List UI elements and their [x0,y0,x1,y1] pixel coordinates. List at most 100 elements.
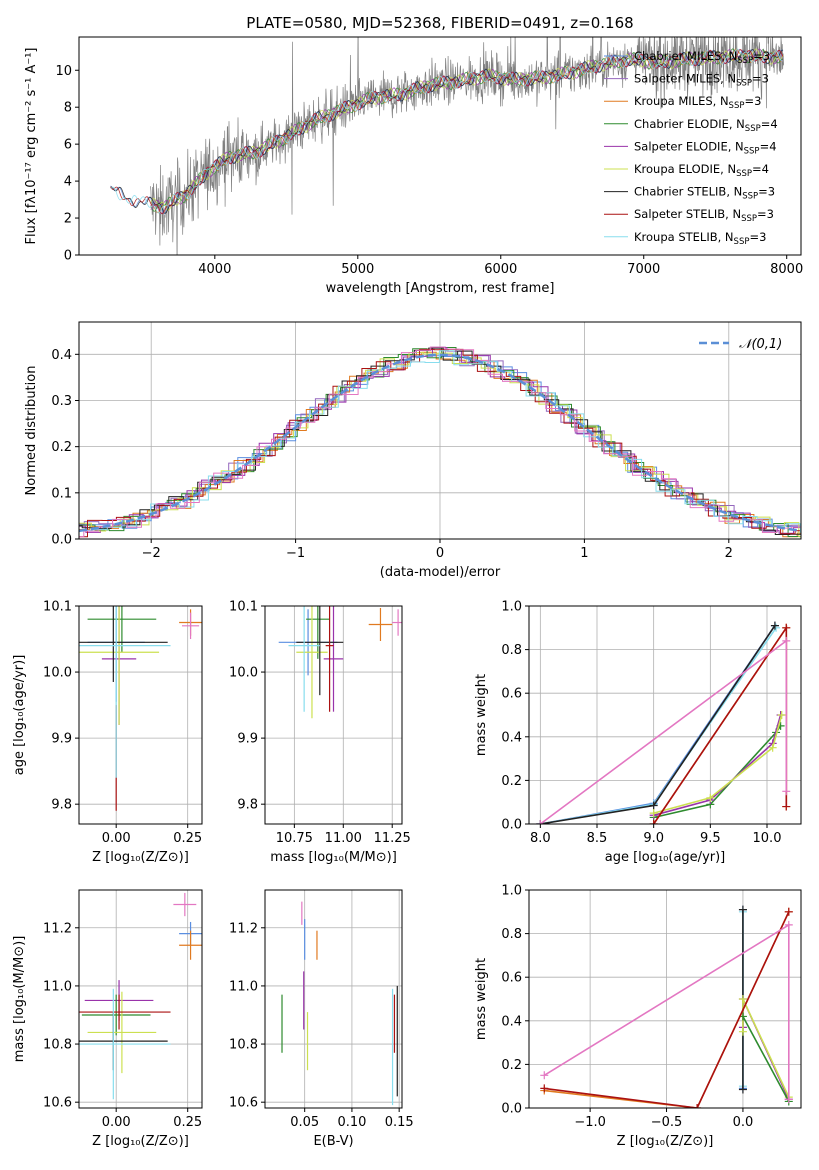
mass-weight-line-pink [539,639,788,824]
legend-label: Kroupa MILES, NSSP=3 [634,94,761,111]
y-tick-label: 0.8 [501,927,522,942]
mass-weight-marker [540,1071,549,1080]
age-vs-metallicity-panel: 0.00 0.25 9.8 9.9 10.0 10.1 Z [log₁₀(Z/Z⊙)] age… [12,600,203,865]
plot-area [79,346,801,538]
mass-weight-line-salpeter_elodie [653,714,782,817]
x-tick-label: −1 [286,546,305,561]
legend-text: Salpeter STELIB, N [634,207,741,221]
mass-weight-marker [782,802,791,811]
y-tick-label: 0.1 [51,486,72,501]
mass-weight-marker [784,907,793,916]
legend-suffix: =3 [757,207,774,221]
y-tick-label: 11.2 [43,921,72,936]
x-tick-label: 0.00 [102,831,131,846]
x-tick-label: 8000 [770,262,803,277]
legend-subscript: SSP [736,79,752,89]
mass-weight-vs-metallicity-panel: −1.0 −0.5 0.0 0.0 0.2 0.4 0.6 0.8 1.0 Z [log₁₀(Z/… [474,884,802,1149]
legend-subscript: SSP [744,146,760,156]
mass-weight-marker [770,621,779,630]
mass-weight-marker [784,1095,793,1104]
legend-suffix: =4 [761,117,778,131]
x-tick-label: 10.75 [276,831,313,846]
legend-subscript: SSP [742,192,758,202]
y-tick-label: 10.6 [43,1096,72,1111]
x-tick-label: 0.25 [173,1115,202,1130]
y-axis-label: mass weight [474,958,489,1040]
y-tick-label: 10.1 [229,600,258,615]
plot-area [536,621,791,824]
y-tick-label: 10.8 [43,1038,72,1053]
y-tick-label: 9.9 [237,732,258,747]
y-tick-label: 0.2 [51,440,72,455]
y-axis-label: mass weight [474,674,489,756]
y-tick-label: 0.3 [51,394,72,409]
y-tick-label: 11.0 [43,979,72,994]
y-tick-label: 11.0 [229,979,258,994]
y-tick-label: 8 [64,101,72,116]
legend-subscript: SSP [729,101,745,111]
y-tick-label: 10.0 [229,666,258,681]
mass-weight-marker [649,801,658,810]
mass-weight-marker [536,820,545,824]
legend-label: Salpeter ELODIE, NSSP=4 [634,139,777,156]
legend-subscript: SSP [741,214,757,224]
y-tick-label: 10.8 [229,1038,258,1053]
x-tick-label: 0.15 [385,1115,414,1130]
x-axis-label: age [log₁₀(age/yr)] [605,850,726,865]
y-tick-label: 0 [64,249,72,264]
x-tick-label: 8.5 [587,831,608,846]
x-tick-label: −2 [142,546,161,561]
y-tick-label: 6 [64,138,72,153]
mass-weight-vs-age-panel: 8.0 8.5 9.0 9.5 10.0 0.0 0.2 0.4 0.6 0.8 1.0 age [l… [474,600,802,865]
model-spectrum-chabrier_stelib [110,49,784,214]
y-tick-label: 0.4 [501,1014,522,1029]
legend-suffix: =4 [760,139,777,153]
plot-area [110,37,784,255]
axes-frame [78,321,802,540]
y-tick-label: 0.4 [51,348,72,363]
x-tick-label: −1.0 [574,1115,606,1130]
residual-histogram-kroupa_stelib [79,350,801,533]
mass-weight-line-chabrier_miles [540,625,776,824]
mass-weight-marker [649,820,658,824]
y-tick-label: 0.0 [51,533,72,548]
residual-histogram-kroupa_elodie [79,352,801,538]
x-tick-label: 0 [436,546,444,561]
y-tick-label: 9.8 [237,798,258,813]
y-axis-label: Flux [fλ10⁻¹⁷ erg cm⁻² s⁻¹ A⁻¹] [24,48,39,245]
y-tick-label: 1.0 [501,884,522,899]
x-tick-label: 5000 [341,262,374,277]
legend-label: Kroupa ELODIE, NSSP=4 [634,162,769,179]
mass-weight-line-chabrier_elodie [742,1016,790,1102]
x-axis-label: Z [log₁₀(Z/Z⊙)] [92,1134,189,1149]
legend-suffix: =3 [744,94,761,108]
legend-text: Chabrier MILES, N [634,49,737,63]
legend-label: Chabrier MILES, NSSP=3 [634,49,770,66]
plot-area [278,606,402,719]
spectrum-title: PLATE=0580, MJD=52368, FIBERID=0491, z=0… [246,14,633,32]
mass-weight-line-salpeter_stelib [544,911,790,1108]
x-axis-label: wavelength [Angstrom, rest frame] [326,281,555,296]
axes-frame [78,605,203,825]
normal-legend-label: 𝒩(0,1) [739,337,782,352]
mass-weight-marker [738,905,747,914]
axes-frame [78,36,802,256]
legend-subscript: SSP [736,169,752,179]
mass-vs-ebv-panel: 0.05 0.10 0.15 10.6 10.8 11.0 11.2 E(B-V) [229,889,414,1149]
x-tick-label: −0.5 [651,1115,683,1130]
legend-suffix: =3 [758,185,775,199]
spectrum-panel: 4000 5000 6000 7000 8000 0 2 4 6 8 10 wavelength [A… [24,36,803,296]
legend-suffix: =3 [749,230,766,244]
axes-frame [528,889,802,1109]
y-axis-label: age [log₁₀(age/yr)] [12,655,27,776]
residual-histogram-pink [79,346,801,538]
axes-frame [528,605,802,825]
normal-curve [79,353,801,533]
legend-text: Chabrier STELIB, N [634,185,742,199]
legend-text: Kroupa ELODIE, N [634,162,736,176]
plot-area [540,905,793,1108]
y-tick-label: 10 [55,64,72,79]
mass-weight-marker [540,1084,549,1093]
